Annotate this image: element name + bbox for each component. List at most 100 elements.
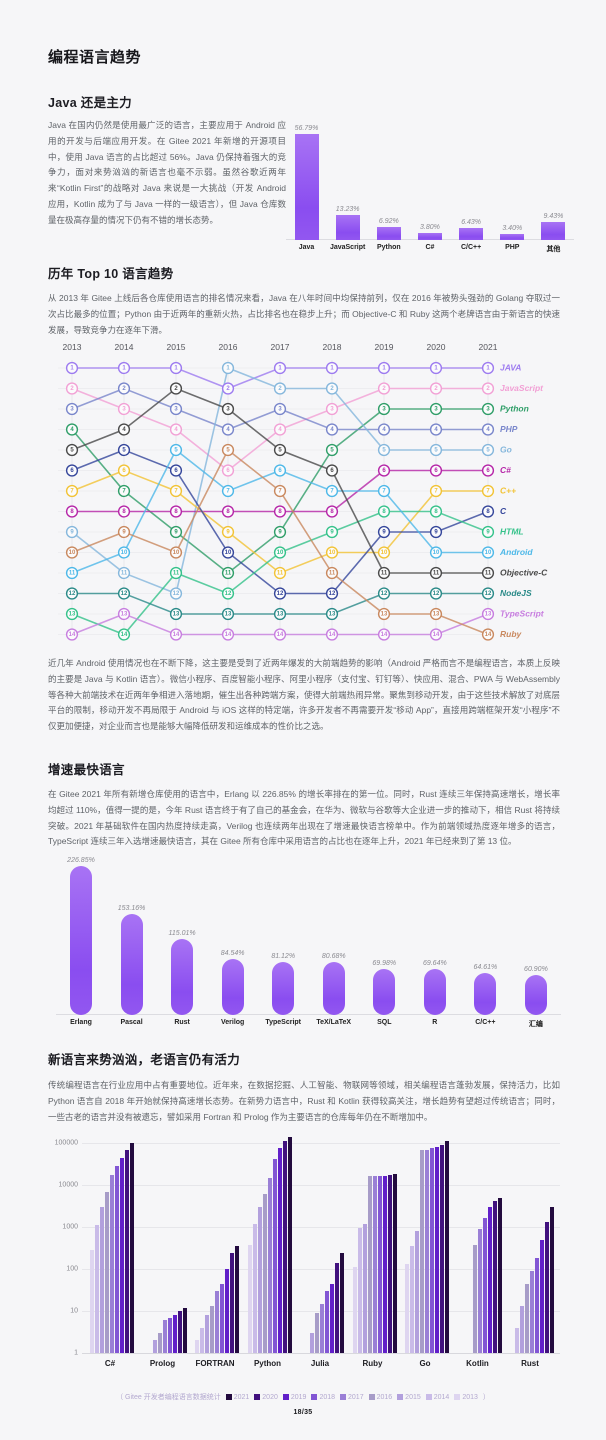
bar-group-Rust bbox=[510, 1207, 554, 1353]
rank-node-C++ bbox=[325, 546, 339, 559]
bar-Go-2019 bbox=[435, 1147, 439, 1353]
legend-year-2015: 2015 bbox=[397, 1393, 421, 1401]
rank-number: 12 bbox=[433, 591, 440, 597]
rank-node-Ruby bbox=[221, 443, 235, 457]
rank-node-Ruby bbox=[273, 484, 287, 498]
rank-number: 9 bbox=[278, 530, 282, 536]
bar-Kotlin-2021 bbox=[497, 1197, 502, 1353]
bar bbox=[524, 974, 547, 1015]
y-tick-label: 100000 bbox=[54, 1139, 78, 1147]
rank-node-Android bbox=[377, 484, 391, 498]
rank-number: 8 bbox=[226, 509, 230, 515]
rank-node-HTML bbox=[429, 505, 443, 518]
rank-number: 11 bbox=[225, 571, 232, 577]
rank-number: 3 bbox=[486, 407, 490, 413]
bar-Rust-2019 bbox=[540, 1239, 544, 1353]
legend-year-2017: 2017 bbox=[340, 1393, 364, 1401]
bar-Python-2013 bbox=[247, 1244, 252, 1353]
rank-node-C++ bbox=[429, 484, 443, 498]
legend-swatch-2019 bbox=[282, 1393, 289, 1400]
rank-number: 9 bbox=[226, 530, 230, 536]
rank-node-TypeScript bbox=[481, 607, 495, 621]
rank-number: 9 bbox=[330, 530, 334, 536]
rank-number: 5 bbox=[434, 448, 438, 454]
page-title: 编程语言趋势 bbox=[48, 49, 142, 66]
rank-number: 1 bbox=[382, 366, 386, 372]
rank-number: 13 bbox=[329, 612, 336, 618]
bar bbox=[70, 865, 92, 1015]
bar-group-FORTRAN bbox=[195, 1246, 239, 1353]
rank-number: 11 bbox=[69, 571, 76, 577]
bar-value-label: 3.80% bbox=[420, 223, 440, 231]
rank-number: 12 bbox=[121, 591, 128, 597]
rank-node-Ruby bbox=[377, 607, 391, 621]
rank-number: 8 bbox=[330, 509, 334, 515]
year-label: 2019 bbox=[375, 342, 394, 352]
log-gridline bbox=[82, 1353, 560, 1354]
bar-value-label: 153.16% bbox=[117, 905, 146, 913]
bar bbox=[120, 914, 143, 1015]
bar-PHP: 3.40% PHP bbox=[492, 108, 533, 251]
group-label-FORTRAN: FORTRAN bbox=[195, 1359, 235, 1368]
rank-node-Go bbox=[169, 587, 183, 600]
legend-swatch-2014 bbox=[425, 1393, 432, 1400]
bar-Go-2018 bbox=[430, 1148, 434, 1353]
rank-node-TypeScript bbox=[273, 628, 287, 641]
rank-node-JavaScript bbox=[117, 402, 131, 416]
rank-node-TypeScript bbox=[221, 628, 235, 641]
rank-number: 6 bbox=[70, 468, 74, 474]
rank-node-JAVA bbox=[377, 361, 391, 375]
chart-baseline bbox=[56, 1014, 561, 1015]
log-gridline bbox=[82, 1143, 560, 1144]
bar-category-label: 汇编 bbox=[528, 1021, 543, 1028]
bar-Kotlin-2016 bbox=[472, 1244, 477, 1353]
bar-Rust-2014 bbox=[515, 1327, 519, 1353]
bar-C#-2021 bbox=[130, 1143, 134, 1353]
page-number: 18/35 bbox=[293, 1409, 313, 1416]
section2-paragraph-after-chart: 近几年 Android 使用情况也在不断下降，这主要是受到了近两年爆发的大前端趋… bbox=[48, 658, 560, 732]
bar bbox=[376, 227, 401, 240]
rank-number: 4 bbox=[70, 427, 74, 433]
bar-value-label: 9.43% bbox=[543, 213, 564, 221]
y-tick-label: 10 bbox=[70, 1307, 78, 1315]
bar-value-label: 69.64% bbox=[422, 960, 447, 968]
rank-number: 1 bbox=[122, 366, 126, 372]
rank-node-C++ bbox=[221, 525, 235, 539]
rank-number: 7 bbox=[70, 489, 74, 495]
bar-Python-2020 bbox=[282, 1141, 287, 1353]
rank-node-Android bbox=[65, 566, 79, 580]
rank-number: 8 bbox=[122, 509, 126, 515]
section4-paragraph: 传统编程语言在行业应用中占有重要地位。近年来，在数据挖掘、人工智能、物联网等领域… bbox=[48, 1080, 560, 1122]
bar-C#-2014 bbox=[95, 1225, 99, 1353]
rank-node-TypeScript bbox=[429, 628, 443, 641]
bar bbox=[322, 961, 345, 1015]
bar-TypeScript: 81.12% TypeScript bbox=[258, 845, 308, 1026]
rank-node-Python bbox=[325, 443, 339, 457]
rank-number: 5 bbox=[382, 448, 386, 454]
bar-Rust-2016 bbox=[525, 1283, 529, 1353]
bar-value-label: 6.43% bbox=[461, 219, 482, 226]
rank-number: 10 bbox=[173, 550, 180, 556]
bar-JavaScript: 13.23% JavaScript bbox=[327, 108, 368, 251]
rank-number: 1 bbox=[330, 366, 334, 372]
rank-number: 11 bbox=[173, 571, 180, 577]
rank-node-C bbox=[377, 525, 391, 539]
rank-number: 4 bbox=[122, 427, 126, 433]
bar-Python-2019 bbox=[277, 1148, 282, 1353]
rank-node-HTML bbox=[377, 505, 391, 518]
rank-number: 12 bbox=[225, 591, 232, 597]
rank-number: 6 bbox=[122, 468, 126, 474]
rank-number: 4 bbox=[486, 427, 490, 433]
log-gridline bbox=[82, 1227, 560, 1228]
rank-number: 5 bbox=[330, 448, 334, 454]
bar-category-label: PHP bbox=[505, 244, 520, 251]
bar-value-label: 84.54% bbox=[220, 950, 245, 958]
bar-Go-2013 bbox=[405, 1264, 409, 1353]
rank-number: 3 bbox=[226, 407, 230, 413]
rank-number: 3 bbox=[122, 407, 126, 413]
log-gridline bbox=[82, 1269, 560, 1270]
bar-C#-2019 bbox=[120, 1157, 124, 1353]
year-label: 2015 bbox=[167, 342, 186, 352]
y-tick-label: 1 bbox=[74, 1349, 78, 1357]
bar-Go-2014 bbox=[410, 1246, 414, 1353]
